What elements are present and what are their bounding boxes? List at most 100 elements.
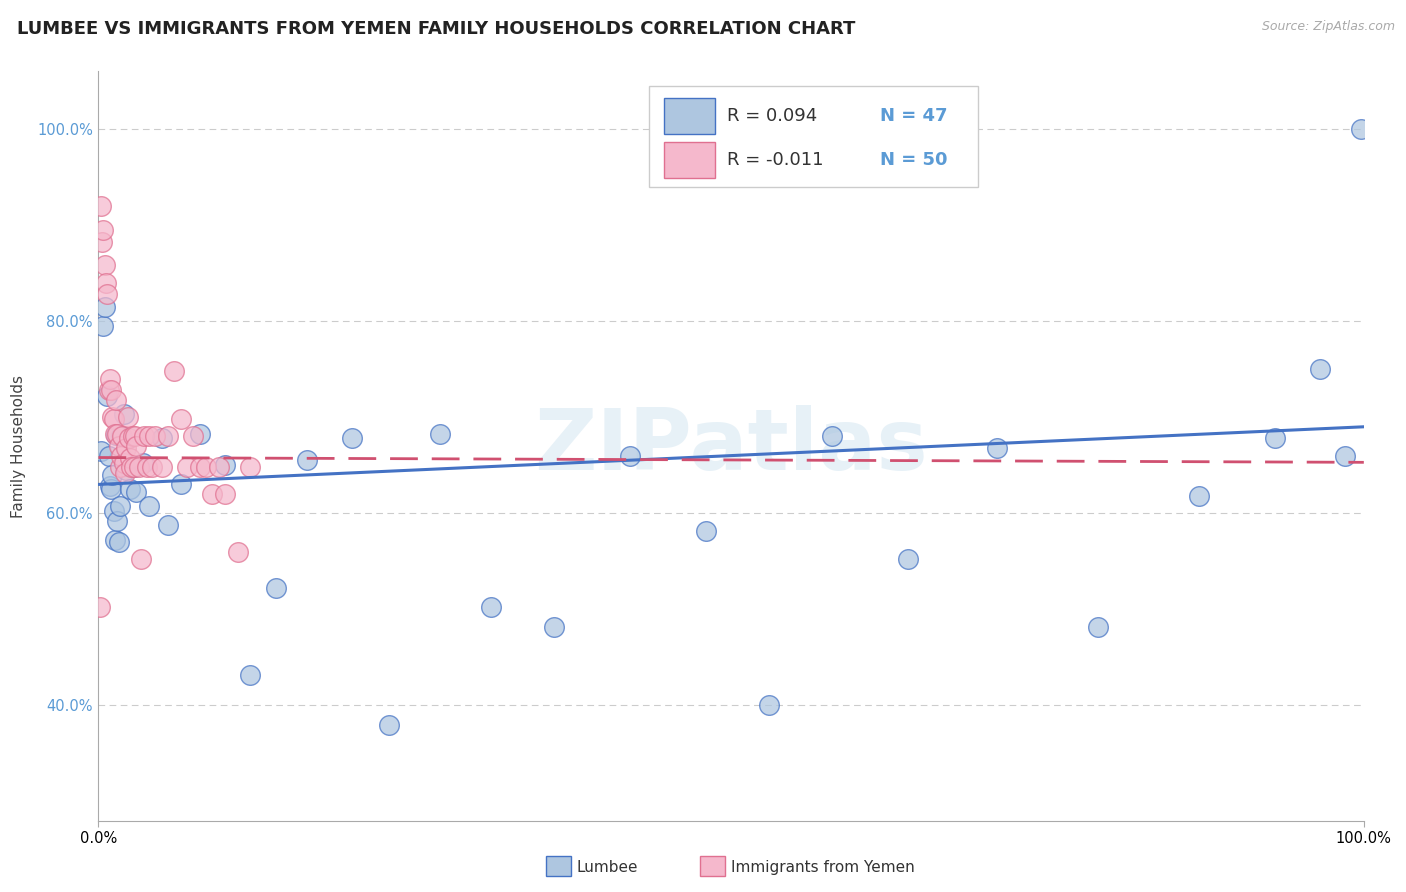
Point xyxy=(90,199,112,213)
Point xyxy=(111,429,134,443)
Point xyxy=(1264,431,1286,445)
Point xyxy=(986,441,1008,455)
Point xyxy=(188,460,211,475)
Point xyxy=(226,544,249,558)
Point xyxy=(107,535,129,549)
Point xyxy=(108,460,131,475)
Point xyxy=(128,460,150,475)
Point xyxy=(100,482,122,496)
Point xyxy=(169,412,191,426)
Point xyxy=(378,717,401,731)
Point xyxy=(104,427,127,442)
Point xyxy=(107,514,129,528)
Point xyxy=(110,449,132,463)
Point xyxy=(821,429,844,443)
Point xyxy=(176,460,198,475)
Point xyxy=(150,431,173,445)
Point xyxy=(897,552,920,566)
Point xyxy=(132,456,155,470)
Point xyxy=(120,482,141,496)
Point xyxy=(543,619,565,633)
Point xyxy=(94,276,117,290)
Point xyxy=(96,389,118,403)
Text: R = 0.094: R = 0.094 xyxy=(727,107,817,125)
Point xyxy=(135,460,157,475)
Point xyxy=(157,517,180,532)
Text: Immigrants from Yemen: Immigrants from Yemen xyxy=(731,861,915,875)
Point xyxy=(97,449,120,463)
Point xyxy=(91,235,114,250)
Point xyxy=(1087,619,1109,633)
Point xyxy=(157,429,180,443)
Point xyxy=(138,499,160,513)
Point xyxy=(120,450,141,465)
FancyBboxPatch shape xyxy=(664,98,714,135)
Text: Source: ZipAtlas.com: Source: ZipAtlas.com xyxy=(1261,20,1395,33)
Point xyxy=(479,600,502,615)
Point xyxy=(125,485,148,500)
Point xyxy=(214,487,236,501)
Point xyxy=(110,429,132,443)
Point xyxy=(169,477,191,491)
Point xyxy=(201,487,224,501)
Point xyxy=(89,600,111,615)
Point xyxy=(131,552,153,566)
FancyBboxPatch shape xyxy=(664,142,714,178)
Text: Lumbee: Lumbee xyxy=(576,861,638,875)
Point xyxy=(239,667,262,681)
Point xyxy=(1333,449,1355,463)
Point xyxy=(125,439,148,453)
Point xyxy=(132,429,155,443)
Point xyxy=(121,429,143,443)
Point xyxy=(150,460,173,475)
Point xyxy=(90,443,112,458)
Text: LUMBEE VS IMMIGRANTS FROM YEMEN FAMILY HOUSEHOLDS CORRELATION CHART: LUMBEE VS IMMIGRANTS FROM YEMEN FAMILY H… xyxy=(17,20,855,37)
Point xyxy=(429,426,451,441)
Point xyxy=(107,427,129,442)
Point xyxy=(1188,489,1211,503)
Text: R = -0.011: R = -0.011 xyxy=(727,151,824,169)
Point xyxy=(758,698,780,713)
Point xyxy=(163,364,186,378)
Point xyxy=(1308,362,1330,376)
Point xyxy=(138,429,160,443)
Point xyxy=(101,410,124,425)
FancyBboxPatch shape xyxy=(648,87,979,187)
Point xyxy=(208,460,231,475)
Point xyxy=(188,426,211,441)
Point xyxy=(112,407,135,421)
Point xyxy=(93,318,115,333)
Text: N = 47: N = 47 xyxy=(880,107,948,125)
Point xyxy=(183,429,205,443)
Point xyxy=(108,499,131,513)
Point xyxy=(194,460,218,475)
Point xyxy=(122,460,145,475)
Point xyxy=(96,287,118,301)
Y-axis label: Family Households: Family Households xyxy=(11,375,25,517)
Point xyxy=(114,466,136,480)
Point xyxy=(239,460,262,475)
Text: ZIPatlas: ZIPatlas xyxy=(534,404,928,488)
Point xyxy=(112,456,135,470)
Point xyxy=(105,392,128,407)
Point xyxy=(297,453,319,467)
Point xyxy=(619,449,641,463)
Point xyxy=(340,431,363,445)
Point xyxy=(120,460,142,475)
Point xyxy=(695,524,717,538)
Point xyxy=(122,460,145,475)
Point xyxy=(124,429,146,443)
Point xyxy=(107,439,129,453)
Point xyxy=(104,533,127,548)
Text: N = 50: N = 50 xyxy=(880,151,948,169)
Point xyxy=(100,384,122,398)
Point xyxy=(117,410,139,425)
Point xyxy=(118,431,141,445)
Point xyxy=(101,467,124,482)
Point xyxy=(115,463,138,477)
Point xyxy=(103,412,125,426)
Point xyxy=(115,441,138,455)
Point xyxy=(214,458,236,473)
Point xyxy=(141,460,163,475)
Point xyxy=(103,504,125,518)
